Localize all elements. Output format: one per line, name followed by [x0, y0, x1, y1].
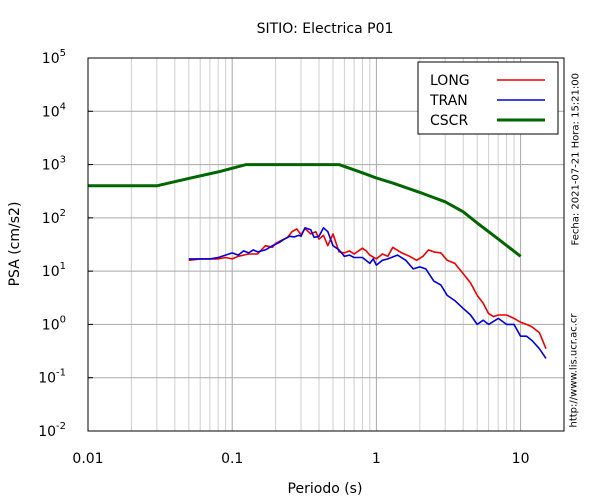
y-tick-label: 102	[42, 208, 66, 227]
x-tick-label: 0.01	[72, 451, 103, 467]
series-line-tran	[188, 227, 547, 359]
y-tick-label: 100	[42, 314, 66, 333]
url-label: http://www.lis.ucr.ac.cr	[568, 313, 580, 428]
y-tick-label: 105	[42, 48, 66, 67]
chart-title: SITIO: Electrica P01	[257, 21, 394, 37]
series-line-long	[188, 227, 547, 350]
legend: LONG TRAN CSCR	[417, 61, 559, 135]
x-axis-label: Periodo (s)	[288, 481, 363, 497]
series-line-cscr	[88, 163, 522, 258]
legend-label-tran: TRAN	[429, 93, 468, 109]
y-tick-label: 103	[42, 155, 66, 174]
plot-frame	[87, 57, 565, 432]
y-tick-label: 10-2	[38, 421, 66, 440]
legend-label-long: LONG	[430, 73, 470, 89]
legend-box	[417, 61, 559, 135]
y-tick-label: 101	[42, 261, 66, 280]
timestamp-label: Fecha: 2021-07-21 Hora: 15:21:00	[570, 73, 582, 246]
y-axis-label: PSA (cm/s2)	[7, 202, 23, 287]
series-lines	[88, 163, 547, 359]
legend-label-cscr: CSCR	[430, 113, 468, 129]
x-tick-label: 10	[512, 451, 530, 467]
y-tick-label: 104	[42, 101, 66, 120]
x-tick-label: 1	[372, 451, 381, 467]
x-tick-label: 0.1	[221, 451, 243, 467]
y-tick-label: 10-1	[38, 368, 66, 387]
